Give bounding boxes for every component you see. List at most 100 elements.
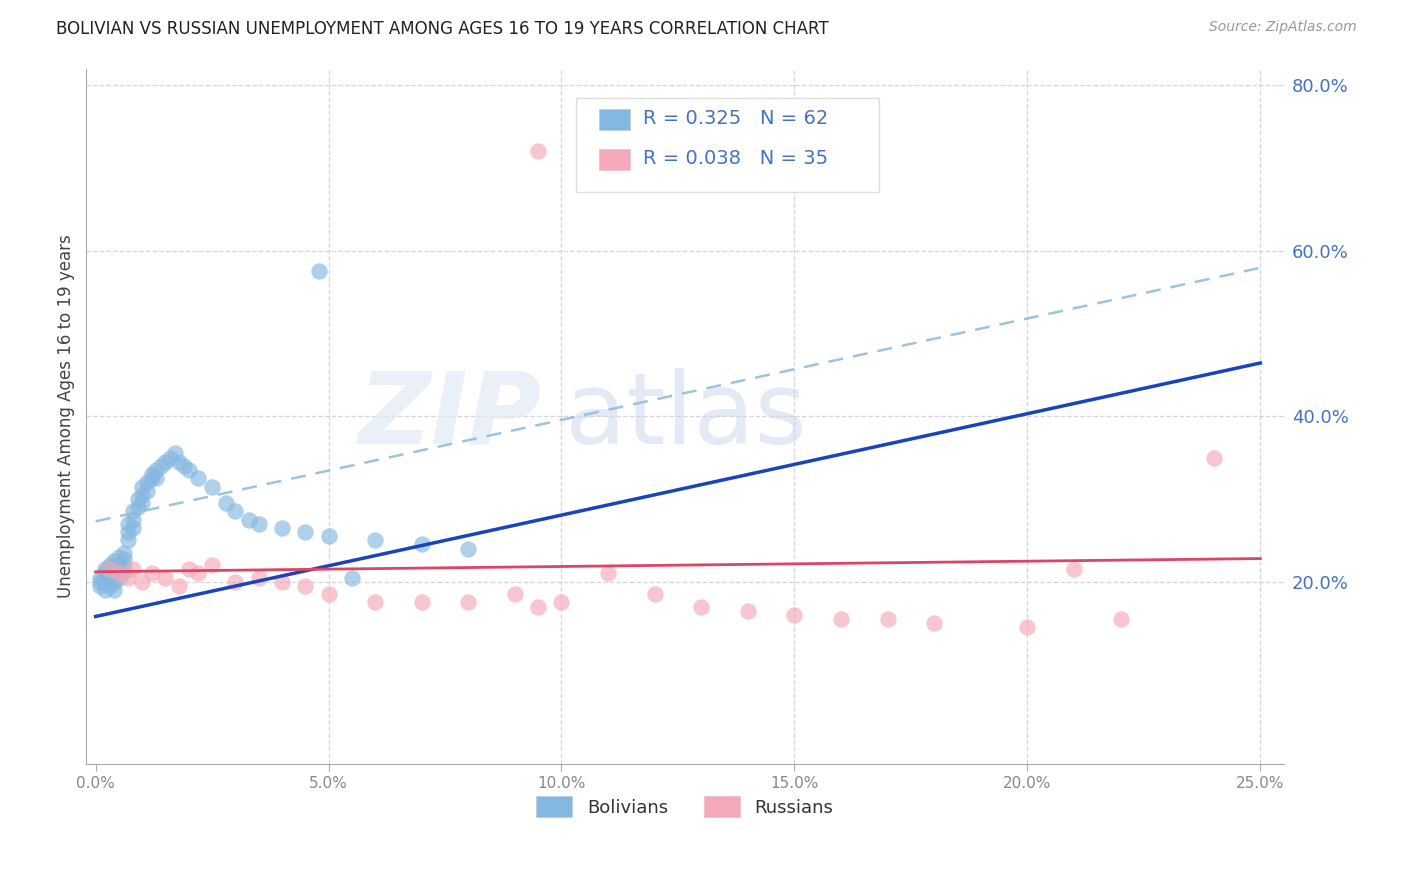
Point <box>411 595 433 609</box>
Point <box>169 579 191 593</box>
Point <box>690 599 713 614</box>
Point <box>1202 450 1225 465</box>
Point <box>457 595 479 609</box>
Point <box>103 554 125 568</box>
Point <box>783 607 806 622</box>
Point <box>131 479 153 493</box>
Point <box>141 566 163 581</box>
Point <box>737 604 759 618</box>
Point <box>177 562 200 576</box>
Point <box>103 559 125 574</box>
Y-axis label: Unemployment Among Ages 16 to 19 years: Unemployment Among Ages 16 to 19 years <box>58 235 75 598</box>
Point <box>94 562 117 576</box>
Point <box>308 264 330 278</box>
Point <box>145 471 167 485</box>
Point <box>596 566 619 581</box>
Point <box>117 533 139 548</box>
Text: R = 0.325   N = 62: R = 0.325 N = 62 <box>643 109 828 128</box>
Point <box>224 574 246 589</box>
Point <box>98 562 121 576</box>
Point <box>141 467 163 482</box>
Point <box>201 479 224 493</box>
Point <box>187 566 209 581</box>
Point <box>131 488 153 502</box>
Point <box>89 574 111 589</box>
Point <box>411 537 433 551</box>
Point <box>149 458 172 473</box>
Point <box>271 574 294 589</box>
Point <box>294 579 316 593</box>
Point <box>112 558 135 573</box>
Point <box>141 471 163 485</box>
Point <box>1109 612 1132 626</box>
Point <box>98 558 121 573</box>
Point <box>527 599 550 614</box>
Point <box>247 516 270 531</box>
Point <box>135 483 157 498</box>
Point <box>122 521 145 535</box>
Text: atlas: atlas <box>565 368 807 465</box>
Point <box>127 500 149 515</box>
Point <box>131 496 153 510</box>
Point <box>117 571 139 585</box>
Point <box>876 612 898 626</box>
Point <box>503 587 526 601</box>
Point <box>112 546 135 560</box>
Point <box>117 516 139 531</box>
Point <box>215 496 238 510</box>
Point <box>122 504 145 518</box>
Point <box>527 145 550 159</box>
Point <box>103 582 125 597</box>
Point <box>177 463 200 477</box>
Point <box>271 521 294 535</box>
Point <box>318 587 340 601</box>
Legend: Bolivians, Russians: Bolivians, Russians <box>529 789 841 824</box>
Point <box>98 562 121 576</box>
Point <box>98 579 121 593</box>
Point <box>117 524 139 539</box>
Point <box>135 475 157 490</box>
Point <box>127 491 149 506</box>
Point <box>173 458 195 473</box>
Point <box>145 463 167 477</box>
Point <box>201 558 224 573</box>
Point <box>163 446 186 460</box>
Point <box>155 571 177 585</box>
Point <box>155 455 177 469</box>
Point <box>122 513 145 527</box>
Point <box>94 566 117 581</box>
Point <box>1017 620 1039 634</box>
Point <box>94 582 117 597</box>
Point <box>830 612 852 626</box>
Point <box>108 562 131 576</box>
Point <box>247 571 270 585</box>
Point <box>103 566 125 581</box>
Point <box>112 551 135 566</box>
Point <box>318 529 340 543</box>
Point <box>122 562 145 576</box>
Point <box>108 566 131 581</box>
Text: R = 0.038   N = 35: R = 0.038 N = 35 <box>643 149 828 169</box>
Point <box>922 616 945 631</box>
Point <box>169 455 191 469</box>
Point <box>89 571 111 585</box>
Text: ZIP: ZIP <box>359 368 541 465</box>
Point <box>103 574 125 589</box>
Point <box>238 513 260 527</box>
Point <box>364 595 387 609</box>
Point <box>108 549 131 564</box>
Point <box>340 571 363 585</box>
Text: Source: ZipAtlas.com: Source: ZipAtlas.com <box>1209 20 1357 34</box>
Point <box>108 571 131 585</box>
Point <box>364 533 387 548</box>
Point <box>187 471 209 485</box>
Point <box>131 574 153 589</box>
Point <box>1063 562 1085 576</box>
Point <box>108 557 131 571</box>
Point <box>550 595 572 609</box>
Point <box>294 524 316 539</box>
Point <box>98 571 121 585</box>
Point <box>94 574 117 589</box>
Point <box>457 541 479 556</box>
Point <box>644 587 666 601</box>
